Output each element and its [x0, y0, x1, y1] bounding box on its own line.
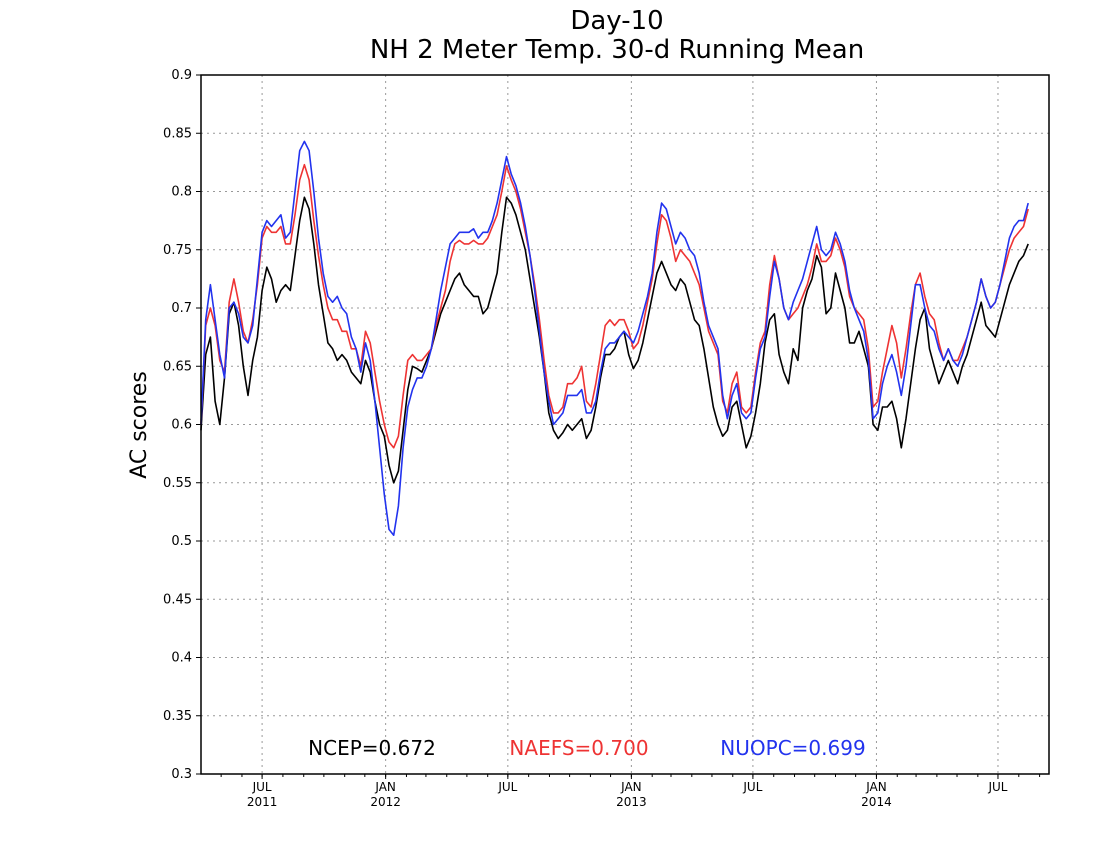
x-tick-year-label: 2014 [861, 795, 892, 809]
x-tick-label: JAN [374, 780, 396, 794]
x-tick-year-label: 2011 [247, 795, 278, 809]
y-tick-label: 0.4 [171, 651, 192, 666]
y-tick-label: 0.6 [171, 418, 192, 433]
plot-frame [200, 74, 1050, 775]
grid-lines [201, 75, 1049, 774]
y-tick-label: 0.55 [163, 476, 192, 491]
x-tick-year-label: 2012 [370, 795, 401, 809]
x-tick-label: JUL [742, 780, 762, 794]
y-tick-label: 0.85 [163, 126, 192, 141]
chart-subtitle: NH 2 Meter Temp. 30-d Running Mean [370, 35, 864, 65]
series-line-ncep [200, 196, 1029, 484]
y-tick-label: 0.45 [163, 592, 192, 607]
series-line-nuopc [200, 140, 1029, 536]
y-tick-label: 0.75 [163, 243, 192, 258]
legend-entry-nuopc: NUOPC=0.699 [720, 736, 865, 760]
series-lines [200, 140, 1029, 536]
legend: NCEP=0.672 NAEFS=0.700 NUOPC=0.699 [308, 736, 866, 760]
y-axis-label: AC scores [127, 371, 152, 479]
x-tick-year-label: 2013 [616, 795, 647, 809]
x-tick-label: JAN [865, 780, 887, 794]
x-tick-label: JAN [620, 780, 642, 794]
legend-entry-naefs: NAEFS=0.700 [509, 736, 648, 760]
y-tick-label: 0.9 [171, 68, 192, 83]
legend-entry-ncep: NCEP=0.672 [308, 736, 436, 760]
y-tick-label: 0.7 [171, 301, 192, 316]
y-axis-ticks: 0.3 0.35 0.4 0.45 0.5 0.55 0.6 0.65 0.7 0.75 0.8 0.… [163, 68, 201, 782]
x-tick-label: JUL [987, 780, 1007, 794]
chart-title: Day-10 [570, 6, 663, 36]
series-line-naefs [200, 163, 1029, 449]
y-tick-label: 0.3 [171, 767, 192, 782]
y-tick-label: 0.35 [163, 709, 192, 724]
x-tick-label: JUL [252, 780, 272, 794]
y-tick-label: 0.8 [171, 185, 192, 200]
x-tick-label: JUL [497, 780, 517, 794]
y-tick-label: 0.5 [171, 534, 192, 549]
y-tick-label: 0.65 [163, 359, 192, 374]
